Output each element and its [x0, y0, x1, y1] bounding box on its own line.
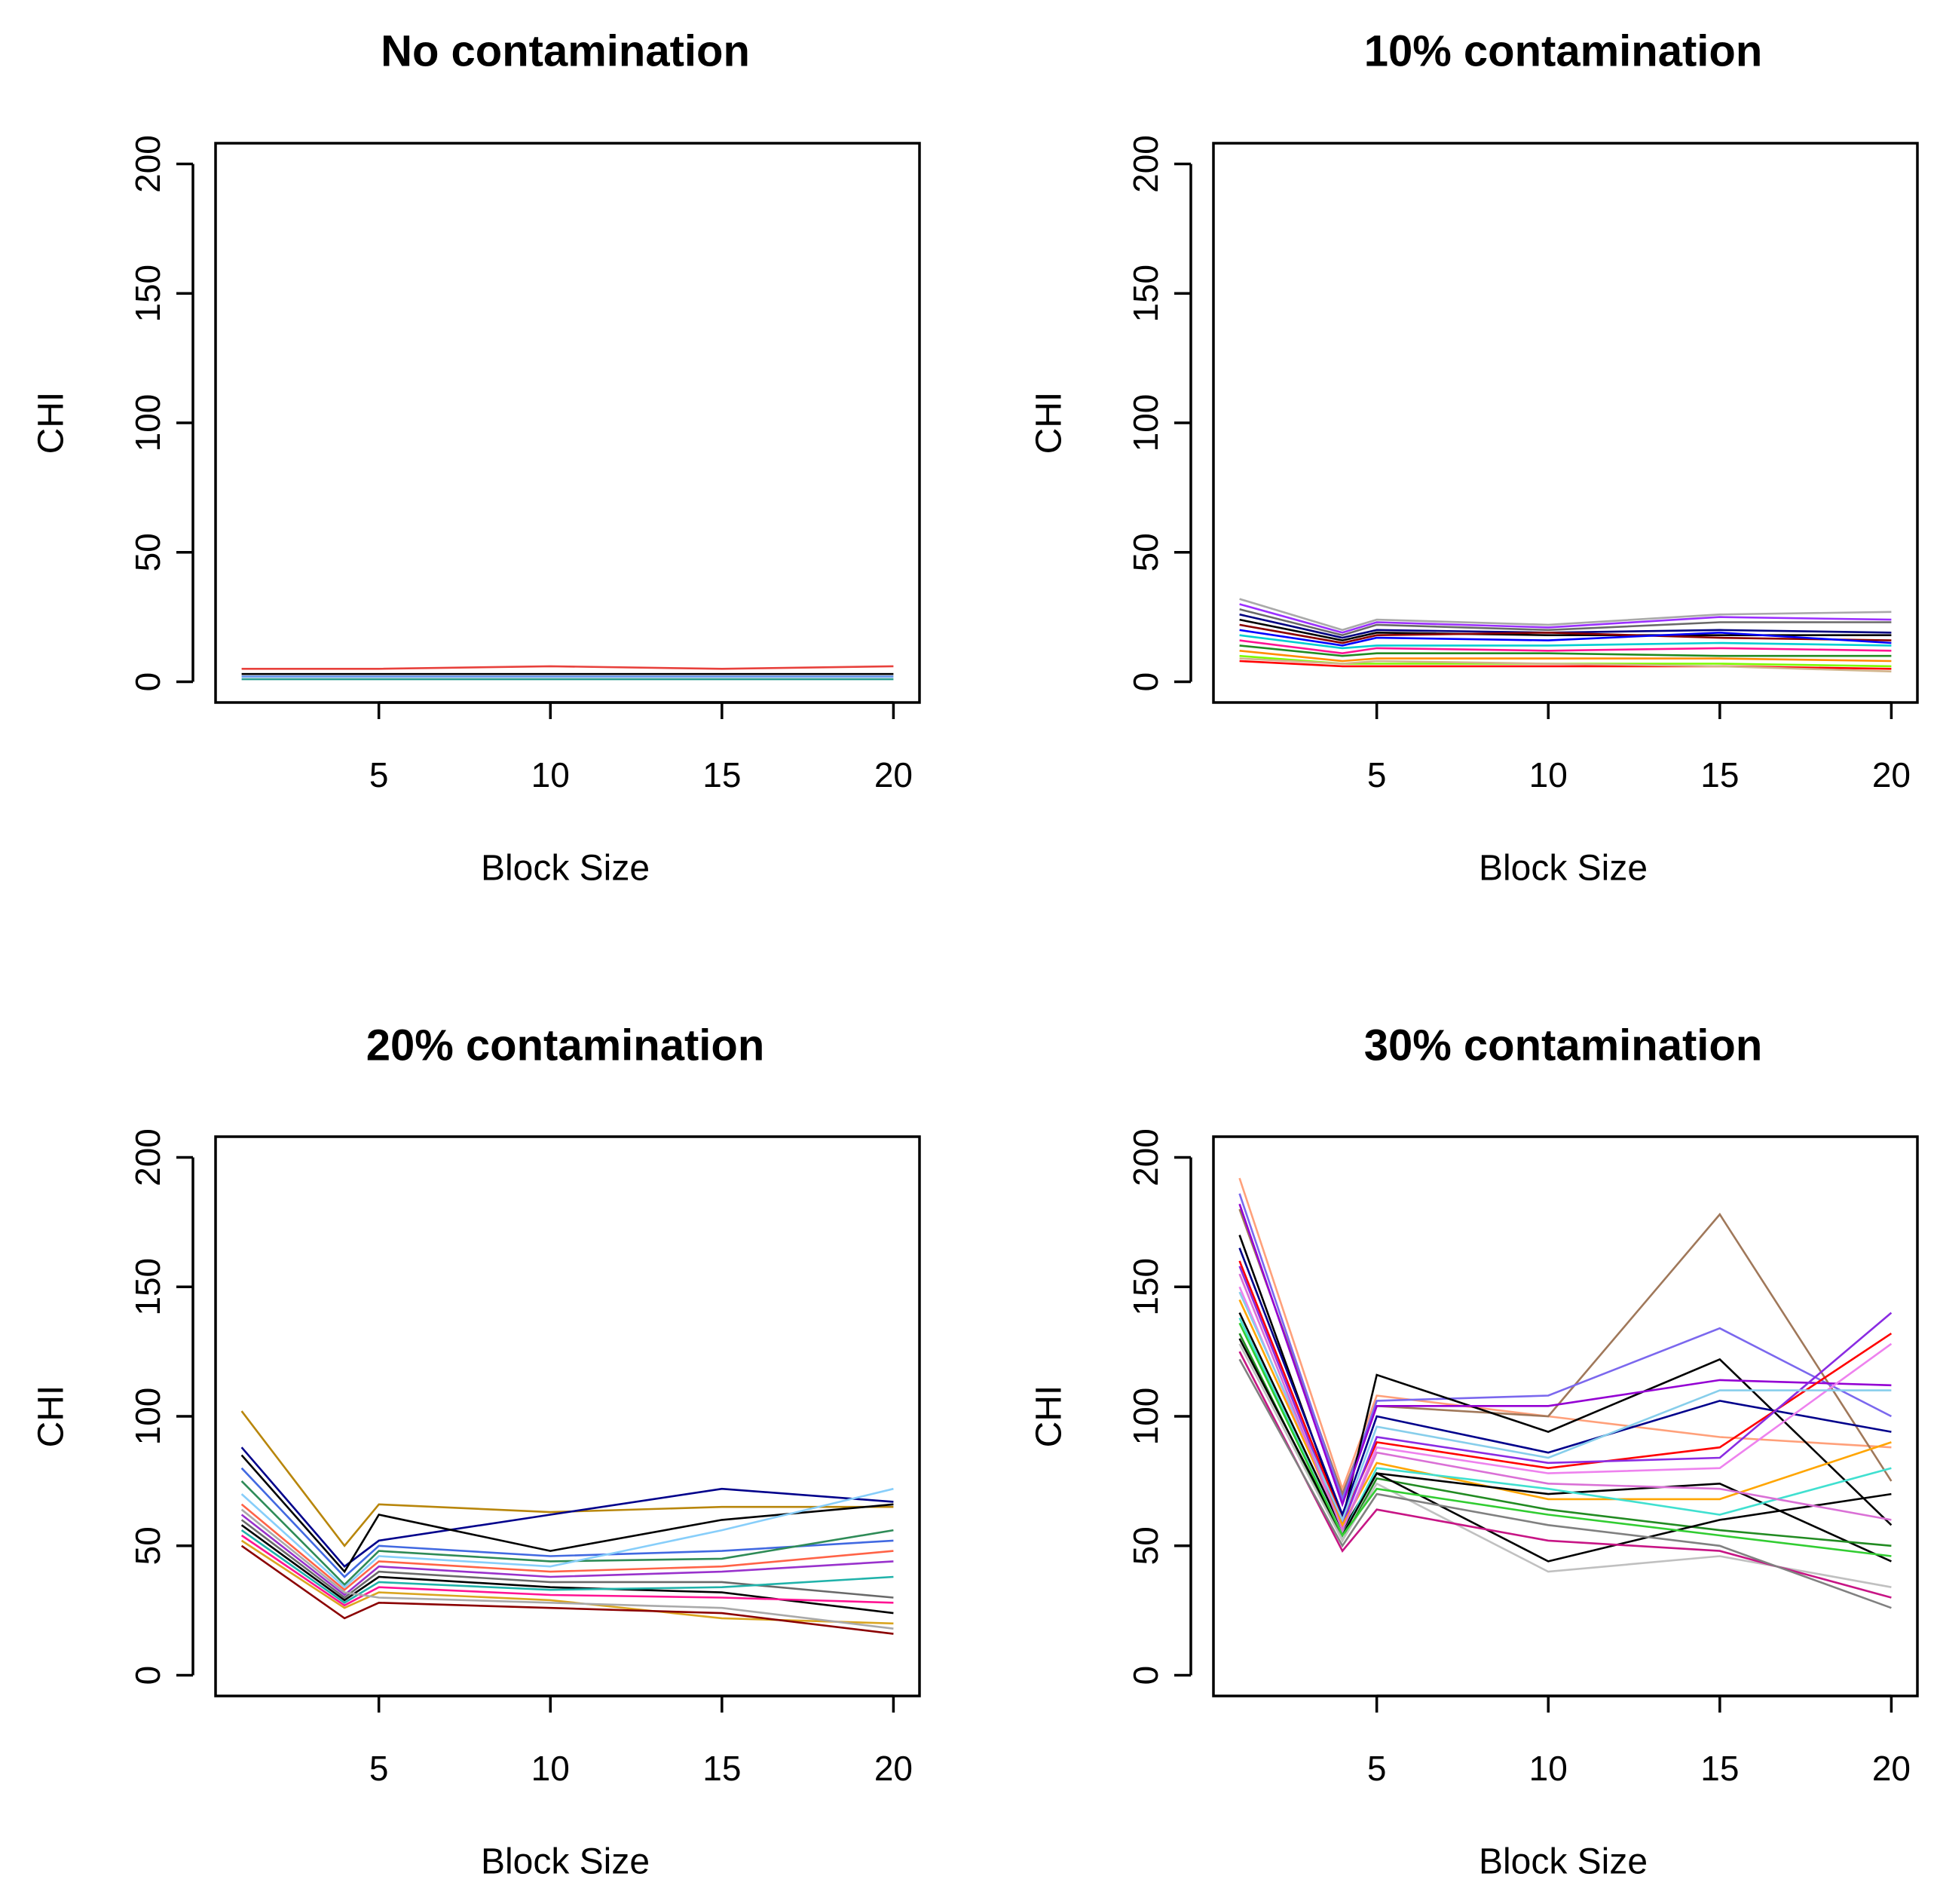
series-line-4 [240, 1467, 894, 1578]
chart-title: 10% contamination [1364, 27, 1763, 76]
y-axis-label: CHI [32, 1385, 72, 1448]
series-line-12 [240, 1534, 894, 1607]
series-line-14 [1239, 608, 1892, 637]
y-tick-label: 150 [1126, 265, 1165, 323]
series-line-17 [1238, 1358, 1892, 1609]
y-tick-label: 100 [128, 1388, 167, 1446]
series-line-6 [240, 1487, 894, 1589]
series-line-18 [1238, 1291, 1892, 1523]
x-axis-label: Block Size [481, 1842, 650, 1882]
series-line-7 [240, 1503, 894, 1591]
x-tick-label: 15 [702, 755, 741, 794]
series-line-6 [1239, 629, 1892, 647]
series-line-5 [240, 1480, 894, 1587]
x-axis-label: Block Size [1479, 1842, 1648, 1882]
y-axis-label: CHI [32, 392, 72, 455]
x-tick-label: 10 [531, 1749, 570, 1788]
series-line-11 [240, 1529, 894, 1604]
series-line-13 [1239, 657, 1892, 673]
chart-title: 30% contamination [1364, 1021, 1763, 1070]
x-tick-label: 10 [531, 755, 570, 794]
series-line-3 [1239, 613, 1892, 639]
x-tick-label: 10 [1529, 1749, 1568, 1788]
y-tick-label: 150 [128, 1258, 167, 1316]
series-line-1 [240, 1410, 894, 1547]
chart-title: No contamination [381, 27, 750, 76]
x-axis-label: Block Size [481, 849, 650, 889]
x-tick-label: 15 [702, 1749, 741, 1788]
y-tick-label: 200 [1126, 1128, 1165, 1186]
y-tick-label: 200 [1126, 135, 1165, 193]
x-tick-label: 5 [369, 1749, 389, 1788]
series-line-1 [1239, 598, 1892, 632]
series-line-1 [1238, 1177, 1892, 1492]
series-line-2 [240, 1446, 894, 1568]
y-tick-label: 0 [128, 672, 167, 692]
x-tick-label: 15 [1700, 755, 1739, 794]
series-line-8 [240, 1514, 894, 1596]
series-line-15 [240, 1508, 894, 1630]
series-line-3 [1238, 1193, 1892, 1502]
y-tick-label: 100 [1126, 394, 1165, 452]
y-tick-label: 200 [128, 1128, 167, 1186]
x-tick-label: 5 [1367, 1749, 1387, 1788]
y-axis-label: CHI [1030, 392, 1069, 455]
series-line-8 [1239, 639, 1892, 655]
y-tick-label: 0 [1126, 672, 1165, 692]
series-line-10 [240, 1524, 894, 1615]
x-tick-label: 20 [874, 755, 913, 794]
series-line-3 [240, 1454, 894, 1574]
series-line-14 [1238, 1338, 1892, 1563]
x-tick-label: 5 [1367, 755, 1387, 794]
y-axis-label: CHI [1030, 1385, 1069, 1448]
series-line-19 [1238, 1273, 1892, 1533]
y-tick-label: 200 [128, 135, 167, 193]
y-tick-label: 50 [128, 533, 167, 571]
series-line-1 [241, 665, 894, 670]
x-tick-label: 15 [1700, 1749, 1739, 1788]
series-line-5 [1239, 623, 1892, 644]
y-tick-label: 100 [1126, 1388, 1165, 1446]
plot-frame [214, 1135, 921, 1697]
y-tick-label: 0 [128, 1666, 167, 1685]
y-tick-label: 150 [1126, 1258, 1165, 1316]
y-tick-label: 100 [128, 394, 167, 452]
x-tick-label: 20 [874, 1749, 913, 1788]
series-line-20 [1238, 1322, 1892, 1557]
series-line-5 [1238, 1203, 1892, 1508]
series-line-15 [1238, 1343, 1892, 1588]
y-tick-label: 50 [1126, 533, 1165, 571]
x-tick-label: 10 [1529, 755, 1568, 794]
series-line-13 [240, 1539, 894, 1625]
series-line-11 [1238, 1312, 1892, 1563]
series-line-7 [1239, 634, 1892, 650]
chart-title: 20% contamination [366, 1021, 765, 1070]
series-line-10 [1239, 650, 1892, 663]
y-tick-label: 50 [1126, 1526, 1165, 1565]
series-line-7 [1238, 1260, 1893, 1523]
x-tick-label: 20 [1872, 755, 1911, 794]
plot-frame [214, 142, 921, 704]
x-tick-label: 5 [369, 755, 389, 794]
y-tick-label: 0 [1126, 1666, 1165, 1685]
series-line-9 [1239, 644, 1892, 657]
x-axis-label: Block Size [1479, 849, 1648, 889]
series-line-6 [1238, 1247, 1892, 1518]
series-line-16 [1238, 1351, 1892, 1599]
y-tick-label: 50 [128, 1526, 167, 1565]
x-tick-label: 20 [1872, 1749, 1911, 1788]
y-tick-label: 150 [128, 265, 167, 323]
series-line-14 [240, 1544, 894, 1635]
series-line-2 [1239, 603, 1892, 634]
